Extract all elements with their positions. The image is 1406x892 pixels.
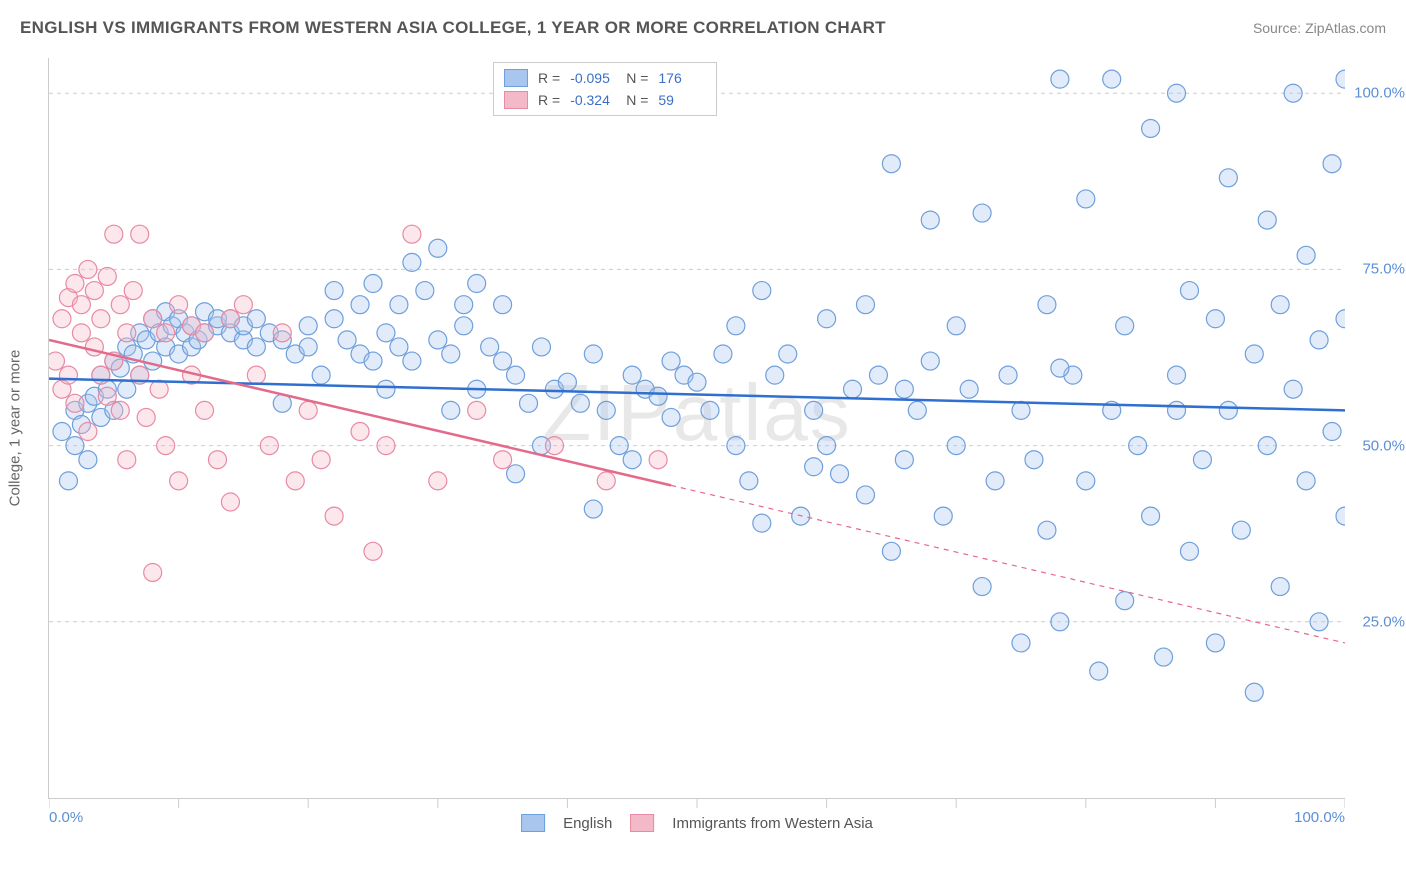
n-label: N =: [626, 89, 648, 111]
y-tick-label: 50.0%: [1350, 437, 1405, 454]
swatch-english: [504, 69, 528, 87]
legend-label: English: [563, 815, 612, 832]
y-tick-label: 25.0%: [1350, 613, 1405, 630]
chart-title: ENGLISH VS IMMIGRANTS FROM WESTERN ASIA …: [20, 18, 886, 38]
y-tick-label: 75.0%: [1350, 261, 1405, 278]
r-value-english: -0.095: [570, 67, 616, 89]
x-tick-label: 0.0%: [49, 809, 83, 826]
legend-bottom: English Immigrants from Western Asia: [521, 814, 873, 832]
legend-label: Immigrants from Western Asia: [672, 815, 873, 832]
legend-swatch: [521, 814, 545, 832]
title-bar: ENGLISH VS IMMIGRANTS FROM WESTERN ASIA …: [20, 18, 1386, 38]
n-value-immigrants: 59: [658, 89, 704, 111]
chart-svg: [49, 58, 1345, 810]
chart-area: ZIPatlas College, 1 year or more R = -0.…: [48, 58, 1345, 799]
legend-row-immigrants: R = -0.324 N = 59: [504, 89, 704, 111]
legend-correlation-box: R = -0.095 N = 176 R = -0.324 N = 59: [493, 62, 717, 116]
swatch-immigrants: [504, 91, 528, 109]
r-label: R =: [538, 67, 560, 89]
x-tick-label: 100.0%: [1294, 809, 1345, 826]
legend-swatch: [630, 814, 654, 832]
source-label: Source: ZipAtlas.com: [1253, 20, 1386, 36]
n-label: N =: [626, 67, 648, 89]
r-value-immigrants: -0.324: [570, 89, 616, 111]
r-label: R =: [538, 89, 560, 111]
legend-row-english: R = -0.095 N = 176: [504, 67, 704, 89]
y-tick-label: 100.0%: [1350, 85, 1405, 102]
n-value-english: 176: [658, 67, 704, 89]
y-axis-title: College, 1 year or more: [7, 350, 24, 507]
